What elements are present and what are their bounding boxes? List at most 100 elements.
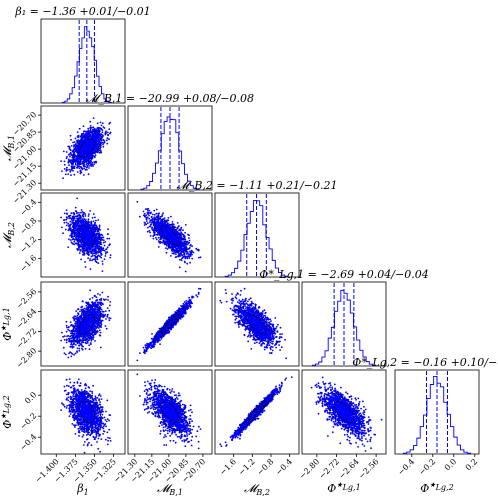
sample-point — [158, 225, 161, 228]
sample-point — [77, 237, 80, 240]
sample-point — [72, 235, 74, 238]
sample-point — [92, 242, 94, 244]
sample-point — [82, 243, 85, 246]
sample-point — [188, 237, 190, 239]
sample-point — [179, 258, 181, 261]
sample-point — [88, 250, 91, 253]
hist-line — [140, 116, 200, 190]
sample-point — [102, 247, 105, 250]
sample-point — [76, 171, 79, 173]
sample-point — [199, 256, 202, 259]
sample-point — [96, 122, 99, 125]
panel-frame — [127, 192, 213, 278]
sample-point — [167, 217, 170, 219]
sample-point — [171, 223, 174, 225]
sample-point — [106, 137, 109, 140]
sample-point — [91, 301, 93, 304]
sample-point — [84, 234, 86, 236]
sample-point — [147, 210, 149, 212]
sample-point — [165, 251, 168, 254]
sample-point — [104, 310, 107, 312]
sample-point — [85, 247, 88, 250]
sample-point — [65, 170, 68, 172]
sample-point — [151, 217, 154, 220]
sample-point — [70, 234, 73, 236]
sample-point — [92, 129, 94, 132]
sample-point — [100, 254, 103, 256]
sample-point — [81, 211, 84, 213]
sample-point — [91, 135, 93, 138]
sample-point — [80, 209, 83, 211]
sample-point — [71, 231, 74, 234]
sample-point — [103, 315, 106, 318]
sample-point — [73, 216, 76, 218]
sample-point — [73, 342, 75, 345]
sample-point — [176, 235, 179, 238]
sample-point — [173, 252, 175, 255]
sample-point — [83, 238, 86, 241]
sample-point — [109, 256, 112, 259]
sample-point — [162, 220, 165, 223]
sample-point — [147, 226, 149, 229]
sample-point — [99, 143, 102, 146]
sample-point — [98, 151, 101, 154]
sample-point — [104, 252, 107, 255]
sample-point — [180, 242, 183, 245]
sample-point — [188, 241, 191, 244]
sample-point — [94, 154, 97, 157]
sample-point — [68, 168, 70, 171]
sample-point — [93, 224, 96, 226]
sample-point — [60, 216, 62, 219]
sample-point — [87, 252, 90, 255]
sample-point — [184, 261, 186, 264]
sample-point — [92, 133, 95, 136]
sample-point — [87, 215, 90, 217]
sample-point — [78, 248, 80, 251]
sample-point — [109, 304, 111, 307]
sample-point — [157, 246, 160, 248]
sample-point — [92, 117, 95, 119]
sample-point — [61, 170, 63, 173]
sample-point — [83, 160, 85, 163]
sample-point — [83, 250, 86, 252]
sample-point — [170, 215, 172, 218]
sample-point — [68, 228, 70, 231]
sample-point — [69, 234, 71, 237]
sample-point — [62, 232, 64, 235]
sample-point — [71, 238, 74, 241]
sample-point — [99, 294, 101, 296]
sample-point — [96, 232, 99, 235]
sample-point — [100, 299, 102, 302]
sample-point — [84, 266, 87, 268]
sample-point — [183, 245, 186, 248]
sample-point — [62, 150, 65, 153]
sample-point — [69, 159, 71, 162]
sample-point — [82, 253, 84, 256]
sample-point — [186, 243, 188, 246]
sample-point — [88, 224, 90, 227]
hist-PhiLg2 — [394, 369, 480, 455]
sample-point — [64, 173, 67, 176]
sample-point — [98, 136, 100, 138]
sample-point — [76, 160, 78, 163]
sample-point — [177, 233, 180, 236]
sample-point — [73, 240, 76, 243]
sample-point — [63, 212, 66, 215]
sample-point — [181, 241, 184, 244]
sample-point — [173, 230, 176, 233]
sample-point — [101, 238, 104, 241]
sample-point — [74, 222, 77, 225]
sample-point — [102, 139, 105, 142]
sample-point — [65, 209, 68, 212]
sample-point — [188, 234, 190, 237]
sample-point — [95, 237, 98, 240]
sample-point — [88, 158, 90, 161]
sample-point — [68, 164, 70, 167]
sample-point — [94, 242, 97, 245]
sample-point — [70, 355, 73, 358]
sample-point — [151, 226, 154, 229]
sample-point — [69, 225, 71, 228]
sample-point — [94, 145, 96, 148]
sample-point — [165, 247, 167, 250]
sample-point — [99, 229, 101, 231]
